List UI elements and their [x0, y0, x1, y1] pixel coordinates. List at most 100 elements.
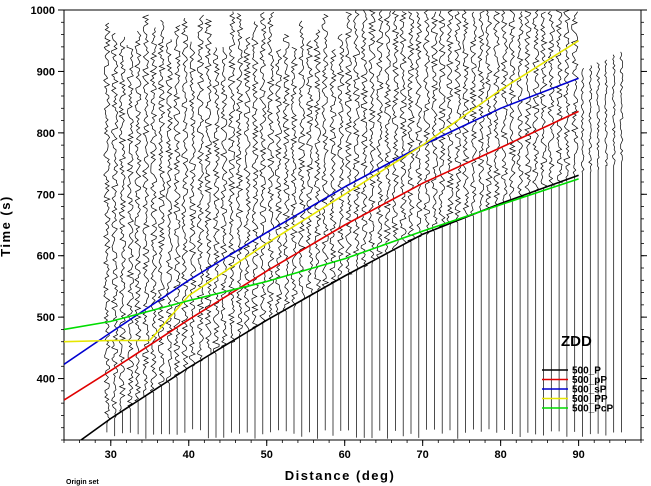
legend-label: 500_PcP: [572, 404, 613, 415]
legend-label: 500_pP: [572, 375, 607, 386]
y-tick-label: 500: [37, 312, 55, 324]
seismogram-trace: [243, 36, 252, 433]
seismogram-trace: [336, 33, 345, 431]
seismogram-trace: [604, 59, 608, 436]
seismogram-trace: [531, 10, 540, 435]
y-tick-label: 700: [37, 189, 55, 201]
seismogram-trace: [289, 46, 299, 434]
legend-label: 500_sP: [572, 385, 607, 396]
seismogram-trace: [220, 46, 228, 438]
seismogram-trace: [588, 65, 593, 435]
plot-border: [63, 9, 642, 441]
seismogram-trace: [344, 11, 353, 431]
seismogram-trace: [360, 10, 369, 438]
seismogram-trace: [329, 49, 337, 436]
seismogram-trace: [453, 11, 462, 439]
curve-500-sp: [64, 77, 579, 366]
y-axis-title: Time (s): [0, 195, 13, 257]
seismogram-trace: [352, 10, 361, 438]
seismogram-trace: [399, 11, 407, 437]
seismogram-trace: [383, 10, 392, 439]
x-tick-label: 50: [261, 449, 273, 461]
seismogram-trace: [446, 9, 454, 431]
axes: 30 40 50 60 70 80 90 400 500 600 700 800 900 1000: [31, 5, 647, 461]
seismogram-trace: [134, 30, 142, 435]
seismogram-trace: [188, 41, 197, 430]
seismogram-trace: [173, 25, 181, 435]
legend-label: 500_PP: [572, 394, 608, 405]
seismogram-trace: [181, 17, 189, 433]
x-tick-label: 80: [495, 449, 507, 461]
seismogram-trace: [477, 10, 485, 432]
seismogram-trace: [266, 11, 275, 433]
seismogram-trace: [305, 40, 314, 433]
seismogram-trace: [570, 11, 579, 432]
seismogram-trace: [493, 11, 501, 433]
curve-500-pcp: [64, 178, 579, 331]
seismogram-trace: [524, 10, 532, 433]
x-tick-label: 30: [105, 449, 117, 461]
seismogram-trace: [540, 11, 548, 436]
seismogram-trace: [430, 11, 439, 430]
plot-frame: [63, 9, 642, 441]
seismogram-trace: [126, 45, 135, 433]
x-tick-label: 40: [183, 449, 195, 461]
seismogram-trace: [110, 32, 119, 437]
seismogram-trace: [547, 11, 556, 432]
x-axis-title: Distance (deg): [285, 468, 396, 483]
seismogram-trace: [165, 39, 174, 435]
seismogram-trace: [103, 22, 111, 433]
x-tick-label: 60: [339, 449, 351, 461]
seismogram-trace: [321, 13, 330, 431]
seismogram-trace: [500, 10, 509, 430]
seismogram-trace: [141, 14, 150, 439]
seismogram-trace: [555, 10, 564, 432]
seismogram-trace: [211, 47, 220, 438]
seismogram-trace: [313, 29, 322, 439]
seismogram-trace: [274, 49, 283, 431]
seismogram-trace: [415, 11, 423, 438]
seismogram-trace: [619, 51, 624, 433]
seismogram-trace: [297, 20, 306, 437]
seismogram-trace: [516, 11, 525, 437]
y-tick-label: 900: [37, 66, 55, 78]
seismogram-trace: [508, 9, 517, 434]
curve-500-pp: [64, 110, 579, 401]
seismogram-trace: [391, 10, 400, 431]
legend-label: 500_P: [572, 366, 601, 377]
seismogram-trace: [469, 11, 477, 430]
y-tick-label: 800: [37, 128, 55, 140]
seismogram-trace: [196, 14, 205, 431]
station-label: ZDD: [561, 333, 592, 350]
seismogram-trace: [423, 10, 431, 430]
seismogram-trace: [157, 19, 166, 435]
seismogram-trace: [368, 10, 377, 439]
seismogram-trace: [461, 10, 470, 433]
seismogram-trace: [438, 10, 446, 434]
y-tick-label: 600: [37, 251, 55, 263]
seismogram-trace: [485, 9, 493, 430]
y-tick-label: 1000: [31, 5, 55, 17]
seismogram-traces: [103, 9, 624, 439]
seismogram-trace: [282, 33, 291, 432]
origin-footnote: Origin set: [66, 479, 99, 486]
curve-500-pp: [64, 40, 580, 343]
seismogram-trace: [407, 11, 415, 434]
y-tick-label: 400: [37, 374, 55, 386]
seismogram-trace: [149, 27, 158, 435]
seismogram-trace: [227, 11, 236, 433]
seismogram-trace: [596, 62, 601, 434]
seismogram-trace: [563, 9, 571, 437]
seismogram-trace: [580, 68, 585, 437]
travel-time-curves: [64, 40, 580, 440]
x-tick-label: 70: [417, 449, 429, 461]
seismogram-trace: [118, 36, 127, 434]
seismogram-trace: [204, 18, 213, 439]
seismogram-trace: [611, 54, 616, 433]
seismogram-trace: [235, 13, 244, 434]
seismogram-trace: [251, 21, 259, 439]
seismogram-trace: [375, 10, 384, 431]
seismogram-trace: [259, 12, 267, 435]
